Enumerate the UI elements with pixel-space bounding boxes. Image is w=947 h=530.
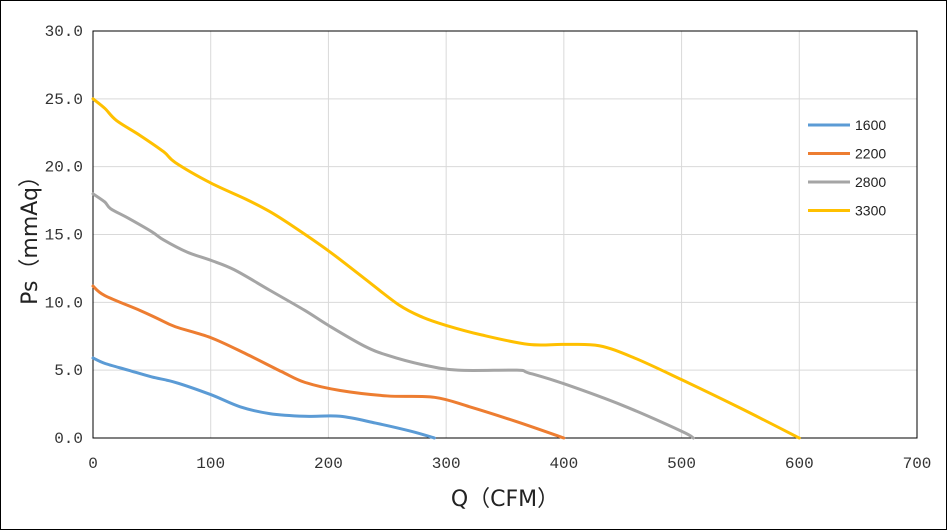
y-tick-label: 5.0	[54, 362, 83, 380]
x-tick-label: 300	[432, 455, 461, 473]
legend-label-3300: 3300	[855, 203, 886, 219]
legend: 1600 2200 2800 3300	[808, 117, 886, 219]
x-tick-label: 400	[549, 455, 578, 473]
y-tick-label: 30.0	[45, 23, 83, 41]
y-tick-label: 0.0	[54, 430, 83, 448]
x-tick-label: 200	[314, 455, 343, 473]
y-axis-ticks: 0.0 5.0 10.0 15.0 20.0 25.0 30.0	[45, 23, 83, 448]
y-tick-label: 10.0	[45, 294, 83, 312]
series-lines	[91, 97, 801, 440]
grid-lines	[92, 30, 918, 439]
x-axis-ticks: 0 100 200 300 400 500 600 700	[88, 455, 931, 473]
y-axis-title: Ps（mmAq）	[18, 165, 43, 305]
y-tick-label: 15.0	[45, 227, 83, 245]
x-tick-label: 100	[196, 455, 225, 473]
series-line-2200	[91, 284, 566, 440]
legend-label-1600: 1600	[855, 117, 886, 133]
x-tick-label: 600	[785, 455, 814, 473]
series-line-1600	[91, 356, 436, 440]
y-tick-label: 20.0	[45, 159, 83, 177]
x-tick-label: 700	[903, 455, 932, 473]
x-tick-label: 0	[88, 455, 98, 473]
x-tick-label: 500	[667, 455, 696, 473]
y-tick-label: 25.0	[45, 91, 83, 109]
legend-label-2800: 2800	[855, 174, 886, 190]
plot-area-border	[92, 30, 918, 439]
legend-label-2200: 2200	[855, 146, 886, 162]
series-line-3300	[91, 97, 801, 440]
series-line-2800	[91, 192, 695, 440]
x-axis-title: Q（CFM）	[451, 487, 559, 512]
